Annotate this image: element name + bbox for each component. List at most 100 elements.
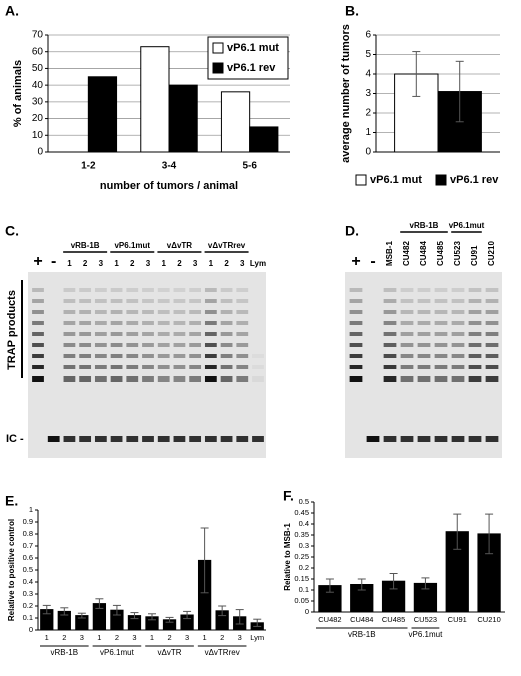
group-label: vP6.1mut: [100, 648, 135, 657]
gel-band: [79, 343, 92, 347]
gel-band: [349, 299, 363, 303]
gel-band: [94, 321, 107, 325]
gel-band: [173, 299, 186, 303]
gel-band: [451, 288, 465, 292]
legend-label: vP6.1 mut: [370, 174, 422, 186]
y-tick-label: 0.4: [23, 577, 33, 586]
lane-label: 2: [83, 259, 88, 268]
gel-band: [47, 436, 60, 442]
gel-band: [79, 321, 92, 325]
gel-band: [142, 354, 154, 358]
gel-band: [110, 343, 123, 347]
gel-band: [383, 321, 397, 325]
legend-swatch: [212, 62, 224, 74]
gel-band: [485, 299, 499, 303]
gel-band: [204, 310, 217, 314]
gel-band: [204, 288, 217, 292]
lane-label: CU484: [419, 241, 428, 266]
gel-band: [252, 354, 264, 358]
gel-band: [451, 376, 465, 382]
gel-band: [485, 436, 499, 442]
lane-label: CU91: [470, 245, 479, 266]
y-axis-title: Relative to positive control: [7, 519, 16, 621]
gel-band: [173, 310, 186, 314]
gel-band: [79, 332, 92, 336]
gel-band: [173, 343, 186, 347]
panel-letter: F.: [283, 488, 294, 504]
y-tick-label: 0.1: [299, 585, 309, 594]
gel-band: [204, 332, 217, 336]
gel-band: [63, 376, 76, 382]
gel-band: [468, 332, 482, 336]
gel-band: [383, 288, 397, 292]
gel-band: [79, 376, 92, 382]
y-tick-label: 40: [32, 80, 44, 91]
gel-band: [157, 321, 170, 325]
legend-swatch: [355, 174, 367, 186]
gel-band: [204, 436, 217, 442]
gel-band: [173, 288, 186, 292]
group-label: vΔvTR: [158, 648, 182, 657]
y-tick-label: 0.9: [23, 517, 33, 526]
gel-band: [204, 299, 217, 303]
gel-band: [204, 365, 217, 369]
gel-band: [236, 310, 249, 314]
gel-band: [94, 354, 107, 358]
lane-label: 1: [209, 259, 214, 268]
group-label: vΔvTRrev: [208, 241, 246, 250]
gel-band: [32, 299, 44, 303]
bar: [220, 91, 251, 153]
gel-band: [451, 343, 465, 347]
y-tick-label: 0.35: [294, 530, 309, 539]
y-tick-label: 0.05: [294, 596, 309, 605]
gel-band: [204, 343, 217, 347]
gel-band: [157, 343, 170, 347]
panel-letter: A.: [5, 3, 19, 19]
gel-band: [220, 376, 233, 382]
gel-band: [485, 288, 499, 292]
gel-band: [110, 288, 123, 292]
gel-band: [349, 321, 363, 325]
gel-band: [173, 365, 186, 369]
x-tick-label: 1: [97, 633, 101, 642]
gel-band: [349, 332, 363, 336]
gel-band: [126, 299, 139, 303]
group-label: vRB-1B: [71, 241, 100, 250]
gel-band: [220, 288, 233, 292]
gel-band: [485, 343, 499, 347]
gel-band: [142, 321, 154, 325]
gel-band: [434, 343, 448, 347]
gel-band: [142, 299, 154, 303]
lane-label: 3: [193, 259, 198, 268]
y-tick-label: 0.1: [23, 613, 33, 622]
lane-label: 3: [240, 259, 245, 268]
x-tick-label: 3-4: [162, 161, 177, 172]
x-axis-title: number of tumors / animal: [100, 180, 238, 192]
y-tick-label: 6: [365, 30, 371, 41]
gel-band: [189, 436, 202, 442]
gel-band: [32, 310, 44, 314]
gel-band: [189, 288, 202, 292]
gel-band: [79, 288, 92, 292]
gel-band: [94, 288, 107, 292]
gel-band: [126, 310, 139, 314]
y-tick-label: 0.2: [23, 601, 33, 610]
y-axis-title: % of animals: [12, 60, 24, 127]
gel-band: [189, 332, 202, 336]
x-tick-label: CU91: [448, 615, 467, 624]
lane-label: CU210: [487, 241, 496, 266]
gel-band: [126, 365, 139, 369]
gel-band: [79, 299, 92, 303]
gel-band: [236, 343, 249, 347]
lane-label: CU485: [436, 241, 445, 266]
gel-band: [189, 299, 202, 303]
gel-band: [63, 436, 76, 442]
group-label: vP6.1mut: [449, 221, 485, 230]
gel-band: [142, 288, 154, 292]
lane-label: 3: [99, 259, 104, 268]
gel-band: [63, 299, 76, 303]
gel-band: [400, 365, 414, 369]
gel-band: [110, 321, 123, 325]
gel-band: [451, 365, 465, 369]
